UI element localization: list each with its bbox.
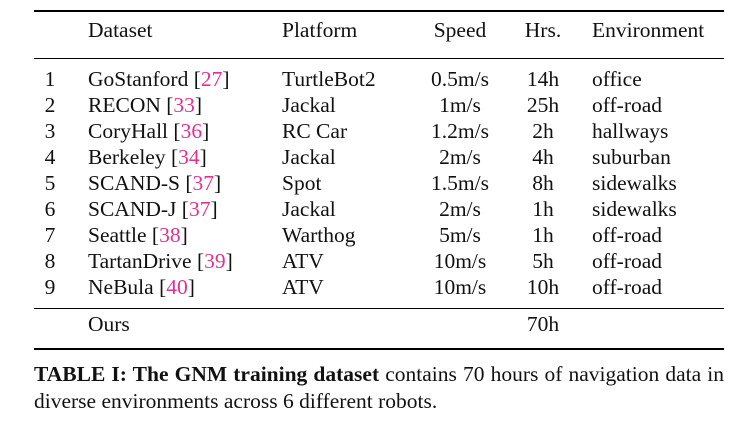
environment: off-road [592, 223, 663, 247]
row-index: 6 [44, 197, 56, 221]
dataset-label: GoStanford [88, 67, 189, 91]
dataset-label: CoryHall [88, 119, 169, 143]
hours: 5h [532, 249, 554, 273]
hours: 2h [532, 119, 554, 143]
dataset-label: Berkeley [88, 145, 166, 169]
dataset-name: Seattle [38] [88, 223, 188, 247]
hours: 8h [532, 171, 554, 195]
dataset-name: SCAND-S [37] [88, 171, 222, 195]
platform: Warthog [282, 223, 356, 247]
header-dataset: Dataset [88, 18, 153, 42]
header-environment: Environment [592, 18, 705, 42]
hours: 1h [532, 223, 554, 247]
header-platform: Platform [282, 18, 358, 42]
environment: off-road [592, 93, 663, 117]
dataset-name: SCAND-J [37] [88, 197, 218, 221]
speed: 10m/s [433, 249, 487, 273]
environment: hallways [592, 119, 669, 143]
hours: 1h [532, 197, 554, 221]
platform: Jackal [282, 93, 336, 117]
environment: off-road [592, 275, 663, 299]
row-index: 3 [44, 119, 56, 143]
citation-link[interactable]: 37 [192, 171, 215, 195]
citation-link[interactable]: 38 [159, 223, 181, 247]
platform: ATV [282, 249, 324, 273]
hours: 25h [526, 93, 560, 117]
speed: 10m/s [433, 275, 487, 299]
total-hours: 70h [526, 312, 560, 336]
environment: off-road [592, 249, 663, 273]
caption-text: contains 70 hours of navigation data in … [34, 362, 724, 413]
table-caption: TABLE I: The GNM training dataset contai… [34, 361, 724, 415]
header-speed: Speed [433, 18, 487, 42]
citation-link[interactable]: 36 [180, 119, 203, 143]
row-index: 5 [44, 171, 56, 195]
row-index: 4 [44, 145, 56, 169]
environment: sidewalks [592, 171, 677, 195]
citation-link[interactable]: 40 [166, 275, 188, 299]
dataset-name: GoStanford [27] [88, 67, 230, 91]
dataset-label: RECON [88, 93, 161, 117]
environment: suburban [592, 145, 671, 169]
citation-link[interactable]: 37 [188, 197, 211, 221]
hours: 14h [526, 67, 560, 91]
row-index: 2 [44, 93, 56, 117]
row-index: 1 [44, 67, 56, 91]
citation-link[interactable]: 39 [204, 249, 226, 273]
top-rule [34, 10, 724, 12]
bottom-rule [34, 348, 724, 350]
platform: TurtleBot2 [282, 67, 376, 91]
header-rule [34, 58, 724, 59]
speed: 1.5m/s [431, 171, 489, 195]
total-rule [34, 308, 724, 309]
total-name: Ours [88, 312, 130, 336]
platform: Spot [282, 171, 322, 195]
dataset-name: RECON [33] [88, 93, 203, 117]
citation-link[interactable]: 33 [173, 93, 195, 117]
dataset-label: SCAND-J [88, 197, 177, 221]
platform: RC Car [282, 119, 348, 143]
dataset-label: SCAND-S [88, 171, 180, 195]
speed: 1m/s [439, 93, 481, 117]
platform: ATV [282, 275, 324, 299]
dataset-name: Berkeley [34] [88, 145, 207, 169]
platform: Jackal [282, 197, 336, 221]
citation-link[interactable]: 27 [200, 67, 223, 91]
speed: 1.2m/s [431, 119, 489, 143]
speed: 0.5m/s [431, 67, 489, 91]
speed: 2m/s [439, 197, 481, 221]
environment: sidewalks [592, 197, 677, 221]
dataset-name: NeBula [40] [88, 275, 195, 299]
speed: 2m/s [439, 145, 481, 169]
speed: 5m/s [439, 223, 481, 247]
dataset-label: TartanDrive [88, 249, 192, 273]
hours: 10h [526, 275, 560, 299]
dataset-label: NeBula [88, 275, 154, 299]
platform: Jackal [282, 145, 336, 169]
dataset-name: TartanDrive [39] [88, 249, 233, 273]
row-index: 7 [44, 223, 56, 247]
row-index: 9 [44, 275, 56, 299]
hours: 4h [532, 145, 554, 169]
caption-title: TABLE I: The GNM training dataset [34, 362, 380, 386]
row-index: 8 [44, 249, 56, 273]
dataset-label: Seattle [88, 223, 147, 247]
header-hours: Hrs. [524, 18, 562, 42]
citation-link[interactable]: 34 [178, 145, 200, 169]
environment: office [592, 67, 642, 91]
dataset-name: CoryHall [36] [88, 119, 210, 143]
